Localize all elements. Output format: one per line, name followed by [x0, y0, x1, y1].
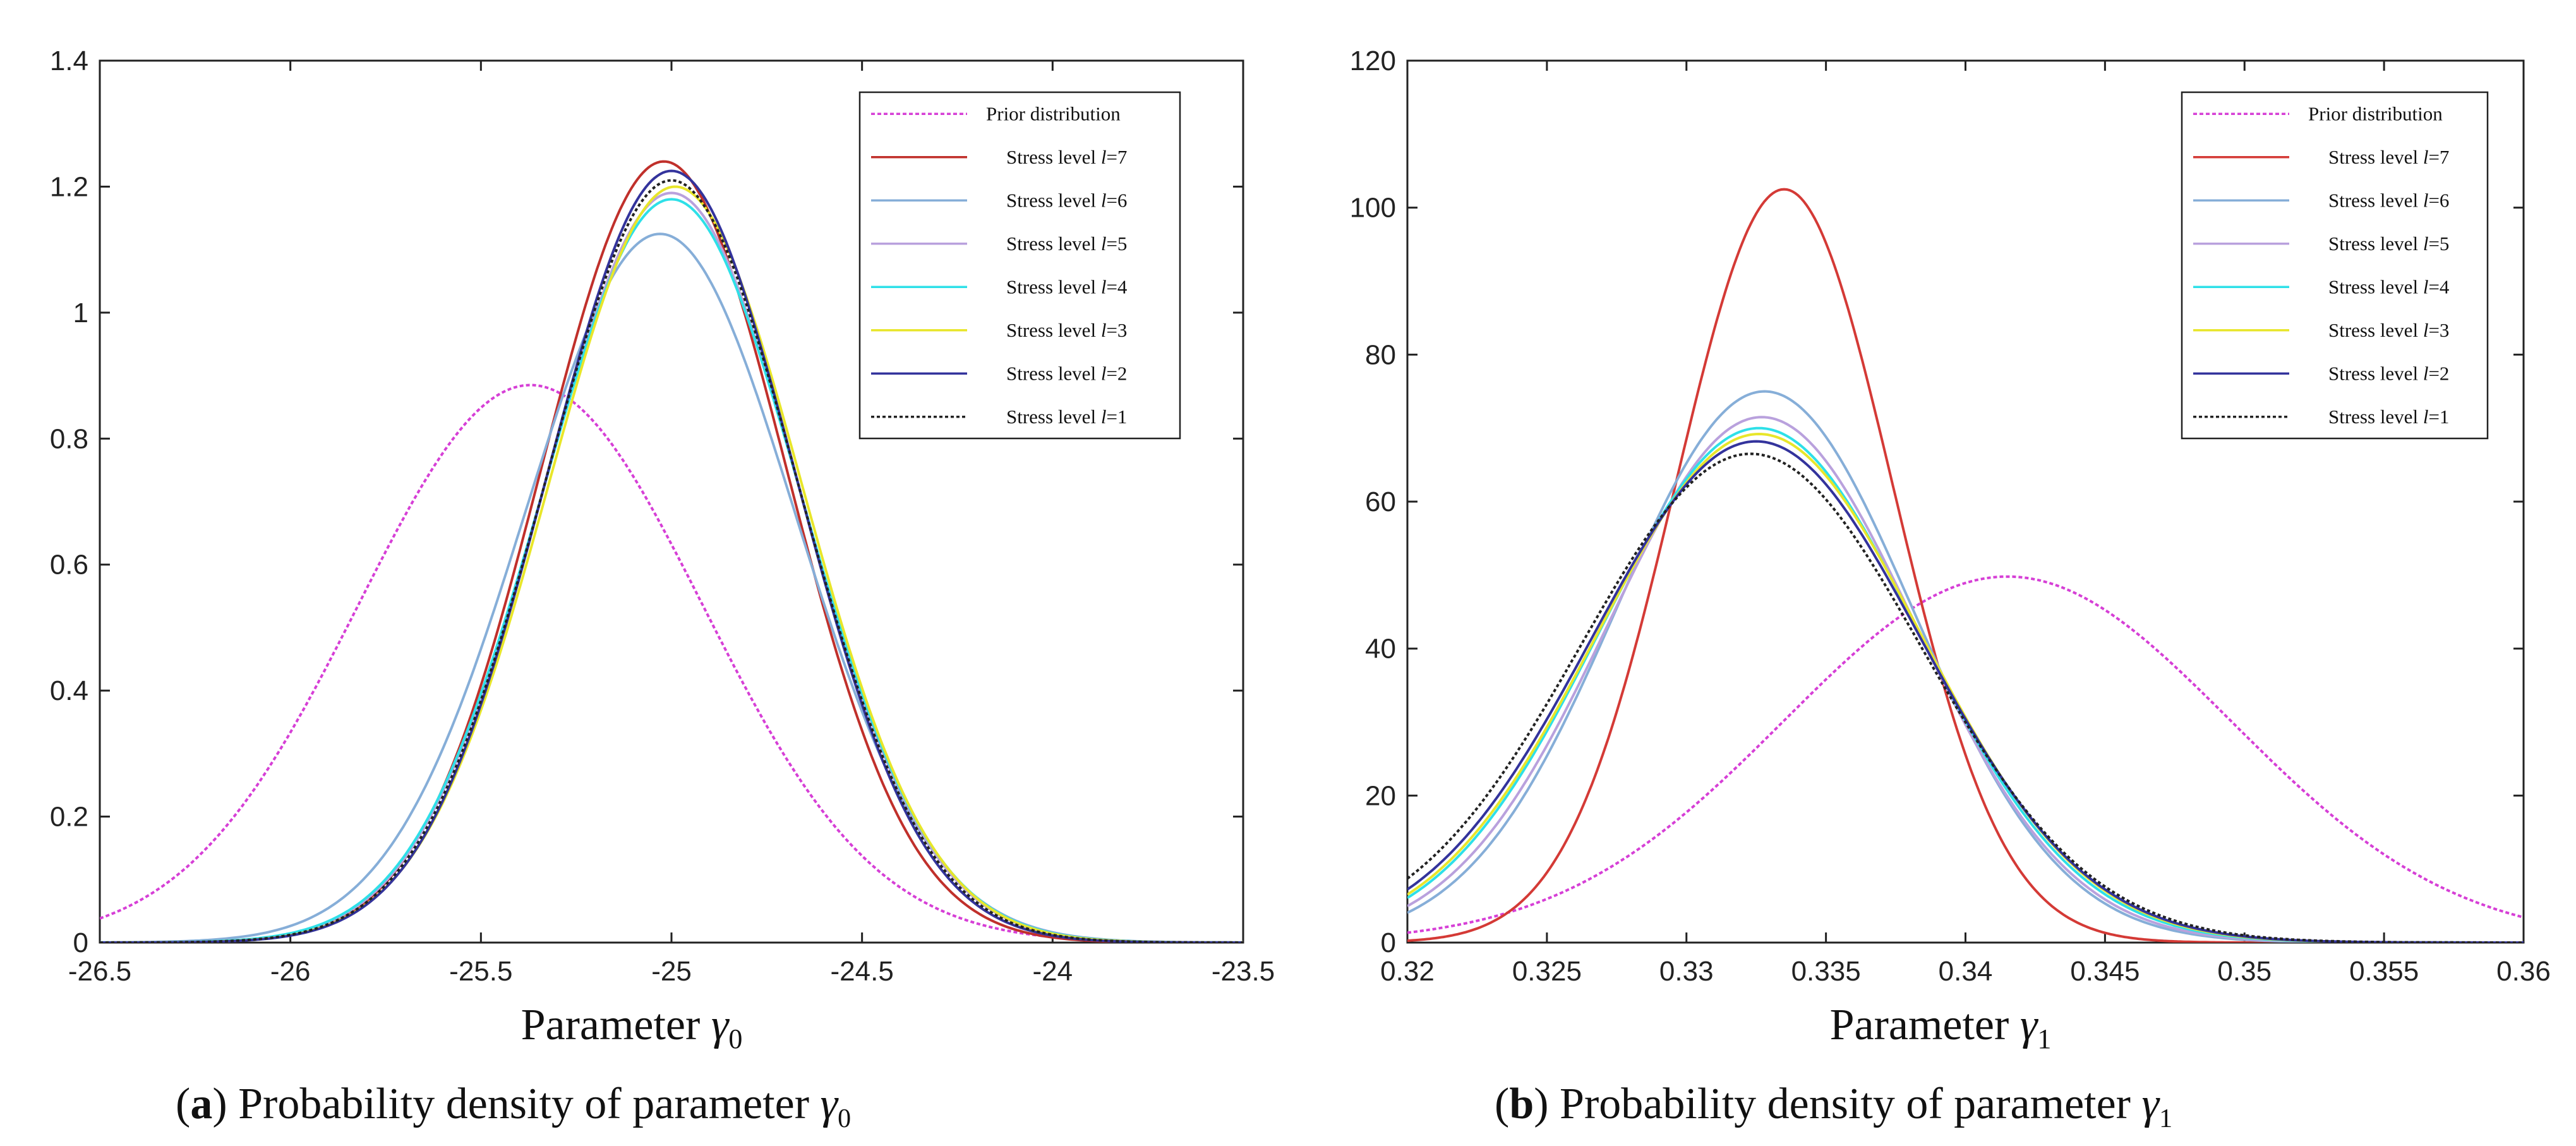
panel-b-series-line-7: [1407, 452, 2524, 943]
panel-b-legend-entry-4: Stress level l=4: [2328, 275, 2450, 298]
panel-b-legend-entry-3: Stress level l=5: [2328, 232, 2449, 255]
panel-a-legend-entry-3: Stress level l=5: [1006, 232, 1127, 255]
panel-b-y-tick-label: 120: [1350, 45, 1396, 76]
panel-b-x-axis-label: Parameter γ1: [1830, 1001, 2052, 1054]
panel-a-legend-entry-2: Stress level l=6: [1006, 189, 1127, 211]
panel-a-legend-entry-1: Stress level l=7: [1006, 146, 1127, 168]
panel-b-x-tick-label: 0.35: [2217, 956, 2272, 987]
panel-a-x-tick-label: -25.5: [449, 956, 512, 987]
panel-b-legend-entry-2: Stress level l=6: [2328, 189, 2449, 211]
panel-a-series-line-0: [100, 383, 1243, 943]
panel-b-legend-entry-0: Prior distribution: [2308, 102, 2443, 124]
panel-a-y-tick-label: 0: [73, 927, 88, 958]
panel-a-x-tick-label: -26: [270, 956, 311, 987]
panel-b-x-tick-label: 0.36: [2496, 956, 2551, 987]
panel-b-series-group: [1407, 188, 2524, 943]
panel-a-y-tick-label: 0.4: [50, 675, 88, 706]
panel-b-y-tick-label: 0: [1381, 927, 1396, 958]
panel-a-y-tick-label: 1.2: [50, 171, 88, 202]
panel-b-series-line-4: [1407, 426, 2524, 943]
panel-b-legend-entry-7: Stress level l=1: [2328, 406, 2449, 428]
panel-b-legend-box: [2181, 91, 2489, 440]
panel-b-x-tick-label: 0.325: [1512, 956, 1582, 987]
panel-b-legend-entry-1: Stress level l=7: [2328, 146, 2449, 168]
panel-a-x-tick-label: -23.5: [1212, 956, 1275, 987]
panel-a-y-tick-label: 1: [73, 298, 88, 329]
panel-a-x-tick-label: -24.5: [831, 956, 894, 987]
panel-a-y-tick-label: 0.6: [50, 550, 88, 581]
panel-b-y-tick-label: 100: [1350, 193, 1396, 224]
panel-b-legend-entry-5: Stress level l=3: [2328, 319, 2449, 341]
panel-a-x-axis-label: Parameter γ0: [521, 1001, 743, 1054]
panel-b-x-tick-label: 0.335: [1791, 956, 1861, 987]
panel-b-x-tick-label: 0.33: [1659, 956, 1714, 987]
panel-b-y-tick-label: 40: [1365, 634, 1396, 665]
panel-b-y-tick-label: 20: [1365, 780, 1396, 811]
panel-a-x-tick-label: -25: [651, 956, 692, 987]
panel-b-x-tick-label: 0.34: [1939, 956, 1993, 987]
panel-b-chart: 0.32 0.325 0.33 0.335 0.34 0.345 0.35 0.355 0.36…: [1350, 45, 2551, 1133]
panel-b-x-tick-label: 0.32: [1380, 956, 1435, 987]
panel-b-x-tick-label: 0.345: [2070, 956, 2140, 987]
panel-a-y-tick-label: 0.8: [50, 423, 88, 454]
panel-b-series-line-1: [1407, 188, 2524, 943]
panel-a-y-tick-label: 0.2: [50, 802, 88, 833]
panel-a-caption: (a) Probability density of parameter γ0: [176, 1080, 851, 1133]
panel-a-x-tick-label: -26.5: [68, 956, 131, 987]
panel-a-x-tick-label: -24: [1033, 956, 1073, 987]
panel-a-legend-entry-4: Stress level l=4: [1006, 275, 1128, 298]
panel-b-legend-entry-6: Stress level l=2: [2328, 362, 2449, 384]
panel-a-legend-box: [858, 91, 1181, 440]
panel-b-y-tick-label: 60: [1365, 486, 1396, 517]
panel-a-legend-entry-6: Stress level l=2: [1006, 362, 1127, 384]
panel-b-x-tick-label: 0.355: [2349, 956, 2419, 987]
panel-a-chart: -26.5 -26 -25.5 -25 -24.5 -24 -23.5 0 0.2 0.4 0.6 0…: [50, 45, 1275, 1133]
panel-a-legend-entry-0: Prior distribution: [986, 102, 1121, 124]
panel-b-series-line-5: [1407, 432, 2524, 943]
panel-a-series-line-6: [100, 169, 1243, 943]
panel-a-legend-entry-5: Stress level l=3: [1006, 319, 1127, 341]
panel-b-caption: (b) Probability density of parameter γ1: [1495, 1080, 2172, 1133]
panel-b-y-tick-label: 80: [1365, 339, 1396, 370]
panel-a-legend-entry-7: Stress level l=1: [1006, 406, 1127, 428]
panel-b-series-line-0: [1407, 575, 2524, 934]
panel-a-y-tick-label: 1.4: [50, 45, 88, 76]
panel-a-series-group: [100, 160, 1243, 943]
